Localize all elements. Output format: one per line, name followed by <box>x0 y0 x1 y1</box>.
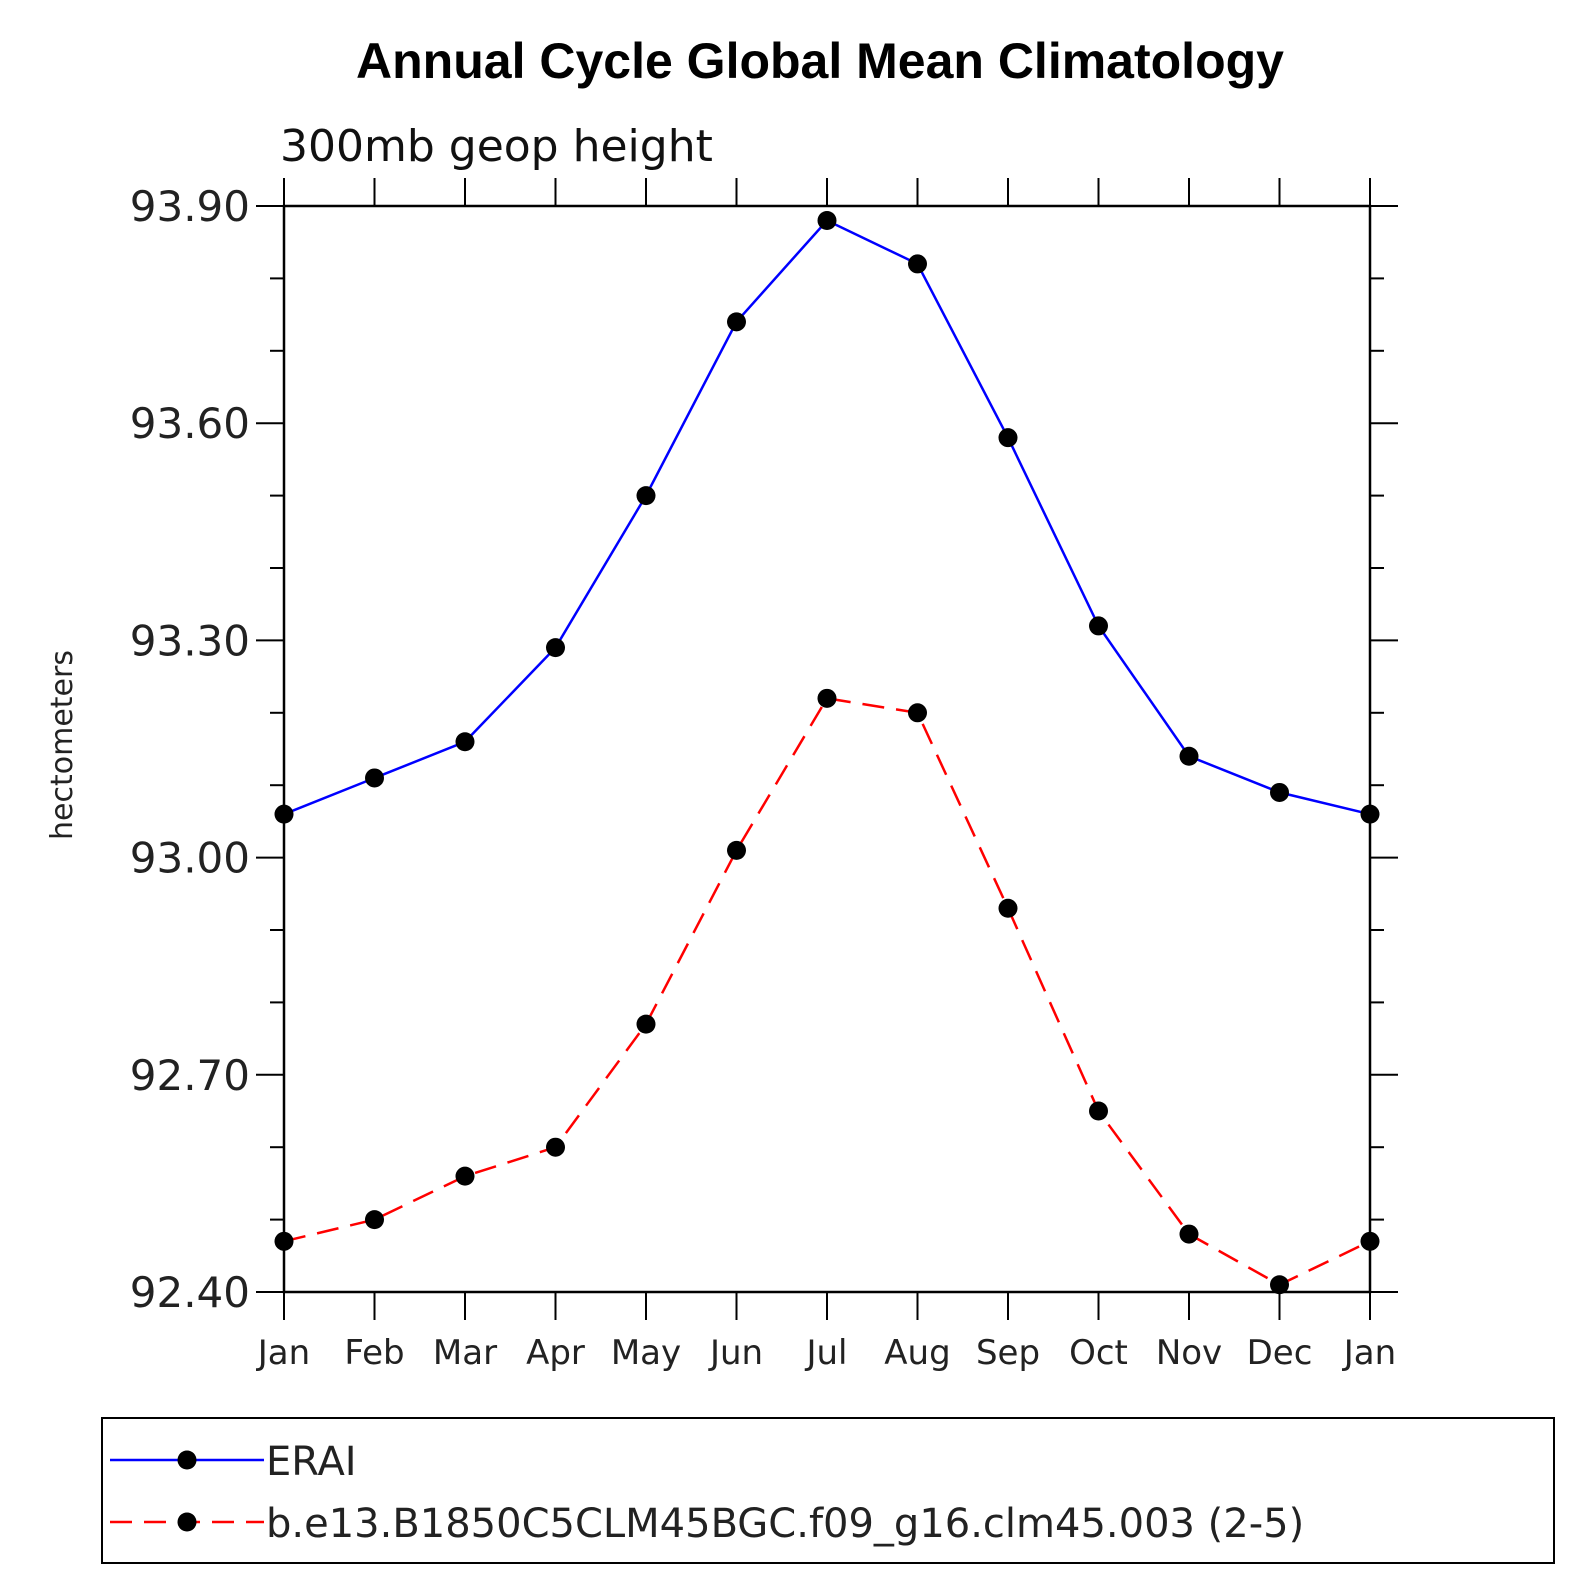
x-tick-label: Jun <box>708 1333 763 1373</box>
legend-marker-0 <box>177 1450 197 1470</box>
series-1-point <box>998 898 1018 918</box>
x-tick-label: Nov <box>1156 1333 1222 1373</box>
legend-label-1: b.e13.B1850C5CLM45BGC.f09_g16.clm45.003 … <box>266 1501 1304 1547</box>
series-1-point <box>908 703 927 723</box>
series-0-point <box>365 768 384 788</box>
series-1-point <box>274 1231 294 1251</box>
series-1-point <box>1270 1275 1289 1295</box>
y-tick-label: 93.00 <box>130 834 250 883</box>
series-1-point <box>365 1210 384 1230</box>
x-tick-label: Aug <box>884 1333 950 1373</box>
series-0-point <box>274 804 294 824</box>
series-1-point <box>546 1137 565 1157</box>
series-1-point <box>1089 1101 1108 1121</box>
x-tick-label: Jul <box>804 1333 847 1373</box>
legend-box <box>101 1417 1555 1564</box>
y-tick-label: 93.60 <box>130 399 250 448</box>
axes-layer: 92.40 92.70 93.00 93.30 93.60 93.90 Jan Feb Mar A… <box>130 178 1398 1373</box>
chart-subtitle: 300mb geop height <box>280 121 713 172</box>
series-0-point <box>1179 746 1199 766</box>
chart-title: Annual Cycle Global Mean Climatology <box>356 33 1284 89</box>
x-tick-label: Mar <box>433 1333 497 1373</box>
series-0-point <box>1089 616 1108 636</box>
x-tick-label: Oct <box>1069 1333 1128 1373</box>
y-axis-label: hectometers <box>45 650 80 840</box>
y-tick-label: 93.30 <box>130 616 250 665</box>
series-0-point <box>455 732 475 752</box>
legend: ERAI b.e13.B1850C5CLM45BGC.f09_g16.clm45.… <box>101 1417 1555 1564</box>
series-1-point <box>817 688 837 708</box>
series-line-1 <box>283 696 1371 1287</box>
x-tick-label: May <box>611 1333 681 1373</box>
series-line-0 <box>283 218 1371 816</box>
x-tick-label: Feb <box>344 1333 404 1373</box>
series-0-point <box>1360 804 1380 824</box>
y-tick-label: 93.90 <box>130 182 250 231</box>
series-1-point <box>1360 1231 1380 1251</box>
x-tick-label: Jan <box>1342 1333 1396 1373</box>
series-layer <box>274 210 1380 1295</box>
series-0-point <box>1270 782 1289 802</box>
series-0-point <box>546 638 565 658</box>
series-0-point <box>727 312 746 332</box>
x-tick-label: Sep <box>976 1333 1040 1373</box>
series-0-point <box>998 428 1018 448</box>
x-tick-label: Jan <box>256 1333 310 1373</box>
series-1-point <box>1179 1224 1199 1244</box>
series-0-point <box>636 486 656 506</box>
series-0-point <box>908 254 927 274</box>
series-1-point <box>727 840 746 860</box>
series-1-point <box>636 1014 656 1034</box>
y-tick-label: 92.70 <box>130 1051 250 1100</box>
y-tick-label: 92.40 <box>130 1268 250 1317</box>
series-0-point <box>817 210 837 230</box>
x-tick-label: Apr <box>526 1333 585 1373</box>
legend-marker-1 <box>177 1512 197 1532</box>
x-tick-label: Dec <box>1247 1333 1313 1373</box>
series-1-point <box>455 1166 475 1186</box>
legend-label-0: ERAI <box>266 1439 357 1485</box>
